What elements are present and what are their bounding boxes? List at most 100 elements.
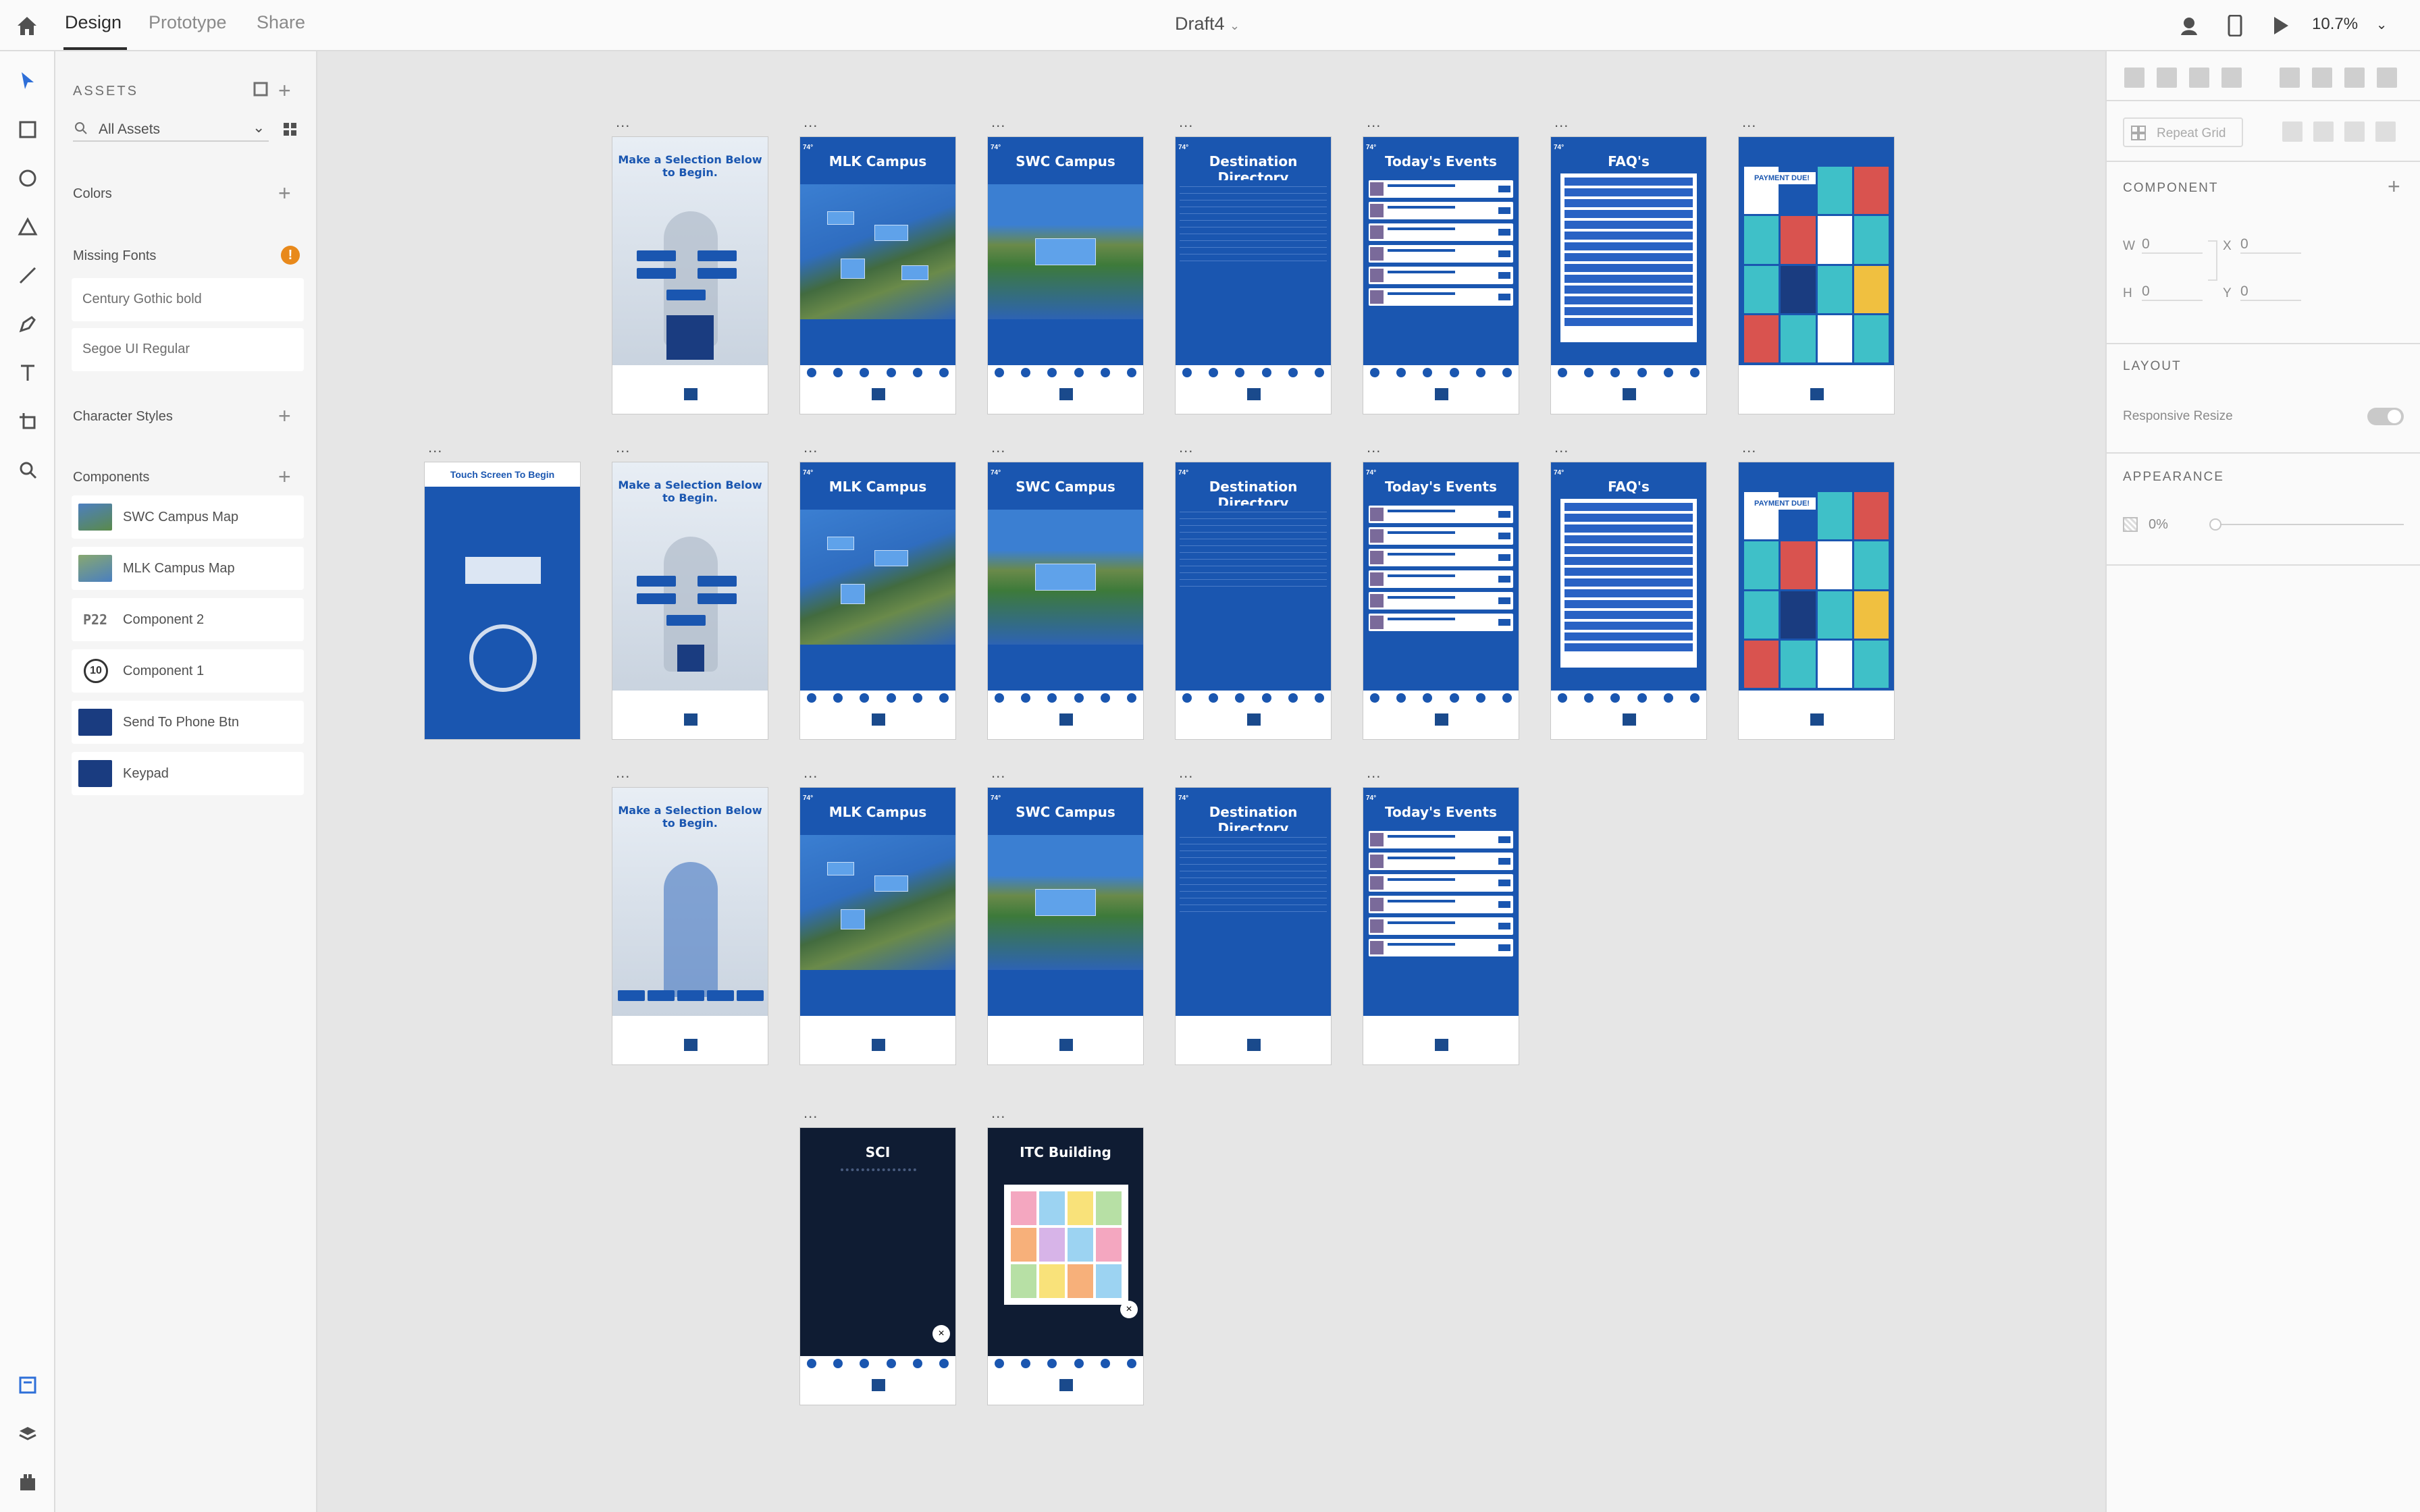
boolean-exclude-icon[interactable] [2375, 122, 2396, 142]
repeat-grid-button[interactable]: Repeat Grid [2123, 117, 2243, 147]
artboard-todays-events[interactable]: 74° Today's Events [1363, 787, 1519, 1065]
user-help-icon[interactable] [2176, 12, 2203, 39]
opacity-value[interactable]: 0% [2149, 517, 2168, 532]
artboard-sci-building[interactable]: SCI × [799, 1127, 956, 1405]
width-input[interactable]: 0 [2142, 236, 2203, 254]
artboard-menu[interactable]: ... [1742, 113, 1757, 130]
artboard-menu[interactable]: ... [1179, 113, 1194, 130]
warning-icon[interactable]: ! [281, 246, 300, 265]
link-library-icon[interactable] [253, 81, 270, 99]
boolean-intersect-icon[interactable] [2344, 122, 2365, 142]
artboard-faqs[interactable]: 74° FAQ's [1550, 462, 1707, 740]
artboard-menu[interactable]: ... [991, 439, 1006, 456]
artboard-welcome[interactable]: Make a Selection Below to Begin. [612, 787, 768, 1065]
line-tool-icon[interactable] [14, 262, 41, 289]
artboard-todays-events[interactable]: 74° Today's Events [1363, 462, 1519, 740]
text-tool-icon[interactable] [14, 359, 41, 386]
plugins-icon[interactable] [14, 1469, 41, 1496]
artboard-welcome[interactable]: Make a Selection Below to Begin. [612, 462, 768, 740]
artboard-faqs[interactable]: 74° FAQ's [1550, 136, 1707, 414]
artboard-menu[interactable]: ... [616, 764, 631, 781]
artboard-menu[interactable]: ... [804, 439, 818, 456]
add-asset-icon[interactable]: + [278, 78, 291, 103]
artboard-itc-building[interactable]: ITC Building × [987, 1127, 1144, 1405]
boolean-subtract-icon[interactable] [2313, 122, 2334, 142]
distribute-horizontal-icon[interactable] [2377, 68, 2397, 88]
align-middle-icon[interactable] [2157, 68, 2177, 88]
close-icon[interactable]: × [1120, 1301, 1138, 1318]
artboard-menu[interactable]: ... [1179, 764, 1194, 781]
select-tool-icon[interactable] [14, 68, 41, 94]
opacity-slider[interactable] [2209, 518, 2404, 531]
rectangle-tool-icon[interactable] [14, 116, 41, 143]
artboard-swc-campus[interactable]: 74° SWC Campus [987, 787, 1144, 1065]
artboard-mlk-campus[interactable]: 74° MLK Campus [799, 462, 956, 740]
artboard-instagram[interactable]: PAYMENT DUE! [1738, 462, 1895, 740]
align-left-icon[interactable] [2280, 68, 2300, 88]
colors-section-title[interactable]: Colors [73, 186, 112, 201]
tab-share[interactable]: Share [257, 12, 306, 32]
y-input[interactable]: 0 [2240, 284, 2301, 301]
artboard-menu[interactable]: ... [616, 113, 631, 130]
zoom-level[interactable]: 10.7% ⌄ [2312, 15, 2388, 34]
design-canvas[interactable]: ... Make a Selection Below to Begin. ...… [319, 51, 2104, 1512]
x-input[interactable]: 0 [2240, 236, 2301, 254]
assets-panel-icon[interactable] [14, 1372, 41, 1399]
missing-font-item[interactable]: Century Gothic bold [72, 278, 304, 321]
component-item[interactable]: Send To Phone Btn [72, 701, 304, 744]
artboard-destination-directory[interactable]: 74° Destination Directory [1175, 462, 1332, 740]
artboard-menu[interactable]: ... [1742, 439, 1757, 456]
device-preview-icon[interactable] [2221, 12, 2248, 39]
align-top-icon[interactable] [2124, 68, 2145, 88]
tab-prototype[interactable]: Prototype [149, 12, 227, 32]
artboard-instagram[interactable]: PAYMENT DUE! [1738, 136, 1895, 414]
artboard-menu[interactable]: ... [1554, 439, 1569, 456]
artboard-mlk-campus[interactable]: 74° MLK Campus [799, 136, 956, 414]
artboard-menu[interactable]: ... [991, 113, 1006, 130]
artboard-menu[interactable]: ... [804, 113, 818, 130]
artboard-menu[interactable]: ... [991, 764, 1006, 781]
ellipse-tool-icon[interactable] [14, 165, 41, 192]
close-icon[interactable]: × [932, 1325, 950, 1343]
artboard-menu[interactable]: ... [804, 764, 818, 781]
artboard-menu[interactable]: ... [1367, 439, 1382, 456]
artboard-welcome[interactable]: Make a Selection Below to Begin. [612, 136, 768, 414]
zoom-tool-icon[interactable] [14, 456, 41, 483]
component-item[interactable]: P22 Component 2 [72, 598, 304, 641]
component-item[interactable]: 10 Component 1 [72, 649, 304, 693]
character-styles-title[interactable]: Character Styles [73, 409, 173, 424]
component-item[interactable]: SWC Campus Map [72, 495, 304, 539]
artboard-swc-campus[interactable]: 74° SWC Campus [987, 136, 1144, 414]
add-component-icon[interactable]: + [278, 464, 291, 489]
align-right-icon[interactable] [2344, 68, 2365, 88]
tab-design[interactable]: Design [65, 12, 122, 32]
artboard-touch-to-begin[interactable]: Touch Screen To Begin [424, 462, 581, 740]
play-icon[interactable] [2267, 12, 2294, 39]
pen-tool-icon[interactable] [14, 310, 41, 338]
artboard-menu[interactable]: ... [1367, 113, 1382, 130]
polygon-tool-icon[interactable] [14, 213, 41, 240]
lock-aspect-icon[interactable] [2208, 240, 2217, 281]
artboard-menu[interactable]: ... [428, 439, 443, 456]
add-character-style-icon[interactable]: + [278, 404, 291, 428]
artboard-menu[interactable]: ... [804, 1104, 818, 1121]
artboard-menu[interactable]: ... [1367, 764, 1382, 781]
slider-handle[interactable] [2209, 518, 2221, 531]
align-center-icon[interactable] [2312, 68, 2332, 88]
grid-view-icon[interactable] [282, 122, 298, 141]
artboard-menu[interactable]: ... [616, 439, 631, 456]
responsive-resize-toggle[interactable] [2367, 408, 2404, 425]
artboard-swc-campus[interactable]: 74° SWC Campus [987, 462, 1144, 740]
height-input[interactable]: 0 [2142, 284, 2203, 301]
align-bottom-icon[interactable] [2189, 68, 2209, 88]
artboard-menu[interactable]: ... [1179, 439, 1194, 456]
boolean-add-icon[interactable] [2282, 122, 2303, 142]
components-title[interactable]: Components [73, 470, 150, 485]
component-item[interactable]: Keypad [72, 752, 304, 795]
add-color-icon[interactable]: + [278, 181, 291, 205]
add-component-icon[interactable]: + [2388, 174, 2400, 198]
artboard-destination-directory[interactable]: 74° Destination Directory [1175, 787, 1332, 1065]
artboard-todays-events[interactable]: 74° Today's Events [1363, 136, 1519, 414]
artboard-destination-directory[interactable]: 74° Destination Directory [1175, 136, 1332, 414]
artboard-tool-icon[interactable] [14, 408, 41, 435]
